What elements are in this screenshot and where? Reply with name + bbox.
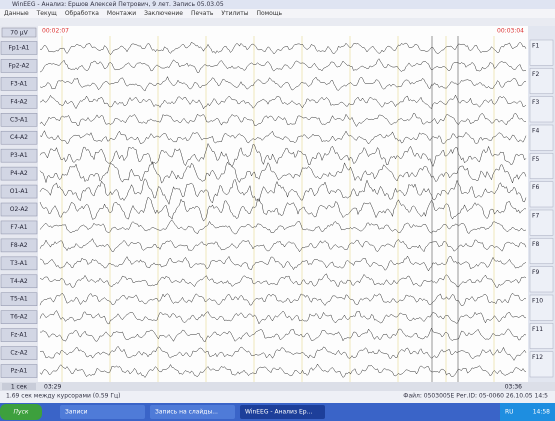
lang: RU (505, 409, 514, 416)
app-window: WinEEG - Анализ: Ершов Алексей Петрович,… (0, 0, 555, 421)
channel-label[interactable]: P3-A1 (10, 152, 28, 159)
status-left: 1.69 сек между курсорами (0.59 Гц) (6, 393, 120, 400)
time-left: 00:02:07 (42, 28, 69, 35)
function-key-label[interactable]: F8 (532, 241, 539, 248)
function-key-label[interactable]: F9 (532, 269, 539, 276)
channel-label[interactable]: O2-A2 (10, 206, 29, 213)
speed-label[interactable]: 1 сек (11, 384, 28, 391)
toolbar (0, 18, 555, 26)
scale-label: 70 µV (10, 30, 28, 37)
channel-label[interactable]: Fz-A1 (11, 332, 28, 339)
function-key-label[interactable]: F5 (532, 156, 539, 163)
channel-label[interactable]: Cz-A2 (10, 350, 27, 357)
function-key-label[interactable]: F2 (532, 71, 539, 78)
trace-area (0, 26, 528, 382)
channel-label[interactable]: F8-A2 (10, 242, 27, 249)
channel-label[interactable]: T4-A2 (9, 278, 28, 285)
channel-label[interactable]: C3-A1 (10, 116, 28, 123)
task-label[interactable]: Записи (65, 409, 88, 416)
function-key-label[interactable]: F7 (532, 213, 539, 220)
function-key-label[interactable]: F6 (532, 184, 539, 191)
channel-label[interactable]: Pz-A1 (11, 368, 28, 375)
scroll-right: 03:36 (505, 384, 522, 391)
status-right: Файл: 0503005Е Рег.ID: 05-0060 26.10.05 … (403, 393, 548, 400)
scroll-left: 03:29 (44, 384, 61, 391)
channel-label[interactable]: O1-A1 (10, 188, 29, 195)
clock: 14:58 (533, 409, 550, 416)
function-key-label[interactable]: F10 (532, 298, 543, 305)
task-label[interactable]: WinEEG - Анализ Ер... (245, 409, 312, 416)
channel-label[interactable]: Fp1-A1 (8, 44, 29, 51)
function-key-label[interactable]: F1 (532, 43, 539, 50)
function-key-label[interactable]: F3 (532, 99, 539, 106)
channel-label[interactable]: F3-A1 (10, 80, 27, 87)
channel-label[interactable]: T6-A2 (9, 314, 28, 321)
channel-label[interactable]: F7-A1 (10, 224, 27, 231)
task-label[interactable]: Запись на слайды... (155, 409, 218, 416)
channel-label[interactable]: C4-A2 (10, 134, 28, 141)
function-key-label[interactable]: F11 (532, 326, 543, 333)
function-key-label[interactable]: F4 (532, 128, 539, 135)
start-label[interactable]: Пуск (14, 409, 29, 416)
time-right: 00:03:04 (497, 28, 524, 35)
channel-label[interactable]: T3-A1 (9, 260, 28, 267)
channel-label[interactable]: P4-A2 (10, 170, 28, 177)
channel-label[interactable]: T5-A1 (9, 296, 28, 303)
scroll-bar[interactable] (0, 382, 555, 391)
function-key-label[interactable]: F12 (532, 354, 543, 361)
channel-label[interactable]: Fp2-A2 (8, 62, 29, 69)
eeg-view: 70 µV 00:02:07 00:03:04 1 сек 03:29 03:3… (0, 0, 555, 421)
channel-label[interactable]: F4-A2 (10, 98, 27, 105)
